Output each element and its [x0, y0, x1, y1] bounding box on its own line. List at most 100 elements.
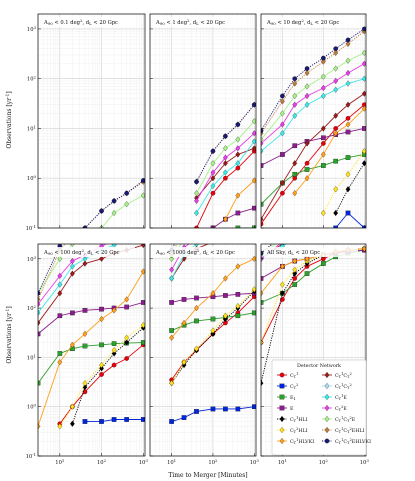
panel-title-box [153, 17, 247, 27]
panel-frame [149, 243, 257, 457]
data-point-9-2 [293, 236, 297, 242]
data-point-2-0 [261, 300, 264, 305]
data-point-11-2 [292, 92, 298, 100]
data-point-3-6 [345, 129, 351, 135]
data-point-5-3 [210, 327, 216, 334]
data-point-1-2 [111, 417, 117, 422]
series-line-4 [335, 163, 365, 214]
series-line-0 [261, 104, 365, 225]
data-point-5-2 [194, 345, 199, 352]
data-point-1-4 [140, 417, 145, 422]
data-point-11-1 [57, 255, 63, 262]
data-point-legend-8 [324, 371, 330, 379]
data-point-3-2 [194, 295, 199, 301]
data-point-2-5 [111, 341, 117, 346]
data-point-13-2 [70, 230, 74, 234]
data-point-0-5 [333, 126, 339, 131]
series-line-2 [261, 154, 365, 205]
y-tick-label: 102 [27, 75, 37, 83]
data-point-2-3 [82, 343, 88, 349]
data-point-6-4 [345, 121, 351, 128]
data-point-6-2 [70, 341, 75, 348]
data-point-11-3 [235, 136, 241, 143]
data-point-13-4 [140, 178, 145, 183]
data-point-5-5 [235, 302, 241, 310]
series-line-10 [261, 63, 365, 144]
legend-label: E1 [290, 395, 296, 401]
data-point-3-3 [251, 205, 256, 211]
data-point-13-0 [194, 179, 199, 185]
data-point-6-0 [292, 190, 298, 197]
data-point-6-6 [124, 296, 130, 303]
data-point-9-3 [211, 232, 215, 238]
data-point-0-6 [345, 115, 351, 121]
data-point-2-3 [304, 271, 310, 276]
legend-label: CT1CT2 [335, 383, 352, 390]
data-point-13-3 [235, 122, 241, 127]
data-point-11-2 [70, 244, 75, 248]
legend-label: CT1CT2 [335, 372, 352, 379]
data-point-5-3 [99, 361, 104, 369]
data-point-6-1 [57, 359, 63, 366]
panel-frame [260, 243, 367, 457]
data-point-11-2 [293, 229, 297, 235]
data-point-3-2 [70, 310, 75, 316]
x-tick-label: 103 [360, 458, 370, 466]
data-point-9-4 [321, 92, 326, 100]
data-point-13-7 [361, 26, 366, 32]
data-point-13-0 [261, 250, 264, 256]
panel-frame [260, 13, 367, 229]
data-point-5-2 [292, 266, 298, 273]
data-point-legend-6 [279, 437, 285, 445]
data-point-12-3 [304, 69, 310, 77]
data-point-10-2 [194, 235, 198, 241]
data-point-10-1 [57, 272, 63, 279]
data-point-1-1 [345, 210, 351, 216]
data-point-8-6 [252, 230, 256, 236]
data-point-6-1 [181, 319, 187, 326]
data-point-2-2 [292, 282, 298, 287]
data-point-6-4 [223, 275, 228, 282]
data-point-legend-0 [279, 372, 285, 378]
data-point-6-3 [210, 290, 216, 297]
data-point-2-0 [38, 380, 41, 386]
panel-title: A90 < 1 deg2, dL < 20 Gpc [155, 18, 225, 26]
data-point-2-2 [292, 171, 298, 177]
data-point-8-0 [38, 319, 41, 326]
series-line-13 [261, 28, 365, 131]
series-line-5 [261, 248, 365, 343]
data-point-9-2 [70, 263, 75, 270]
data-point-11-5 [333, 65, 339, 72]
data-point-4-1 [280, 290, 285, 297]
data-point-0-5 [124, 356, 129, 361]
data-point-10-2 [223, 154, 228, 161]
data-point-2-2 [194, 318, 199, 324]
data-point-10-3 [304, 92, 310, 100]
data-point-0-2 [292, 276, 298, 281]
data-point-legend-12 [324, 426, 330, 434]
data-point-9-3 [305, 232, 309, 238]
data-point-4-0 [261, 380, 264, 387]
data-point-8-6 [345, 101, 351, 108]
series-line-11 [261, 52, 365, 140]
y-tick-label: 103 [27, 255, 37, 263]
data-point-0-4 [321, 141, 326, 146]
data-point-13-2 [223, 133, 228, 139]
data-point-11-0 [261, 136, 264, 143]
data-point-0-3 [304, 160, 310, 166]
data-point-13-5 [333, 46, 339, 52]
series-line-5 [322, 150, 365, 214]
panel-title: All Sky, dL < 20 Gpc [266, 250, 320, 256]
data-point-11-4 [321, 73, 326, 80]
data-point-13-3 [304, 66, 310, 71]
data-point-11-2 [223, 145, 228, 152]
data-point-10-6 [345, 69, 351, 77]
data-point-6-3 [333, 130, 339, 137]
data-point-5-0 [321, 209, 326, 217]
x-tick-label: 103 [250, 458, 260, 466]
data-point-3-7 [361, 126, 366, 131]
data-point-4-0 [333, 209, 339, 217]
data-point-11-1 [280, 236, 284, 242]
x-tick-label: 101 [278, 458, 287, 466]
data-point-9-0 [38, 309, 41, 316]
